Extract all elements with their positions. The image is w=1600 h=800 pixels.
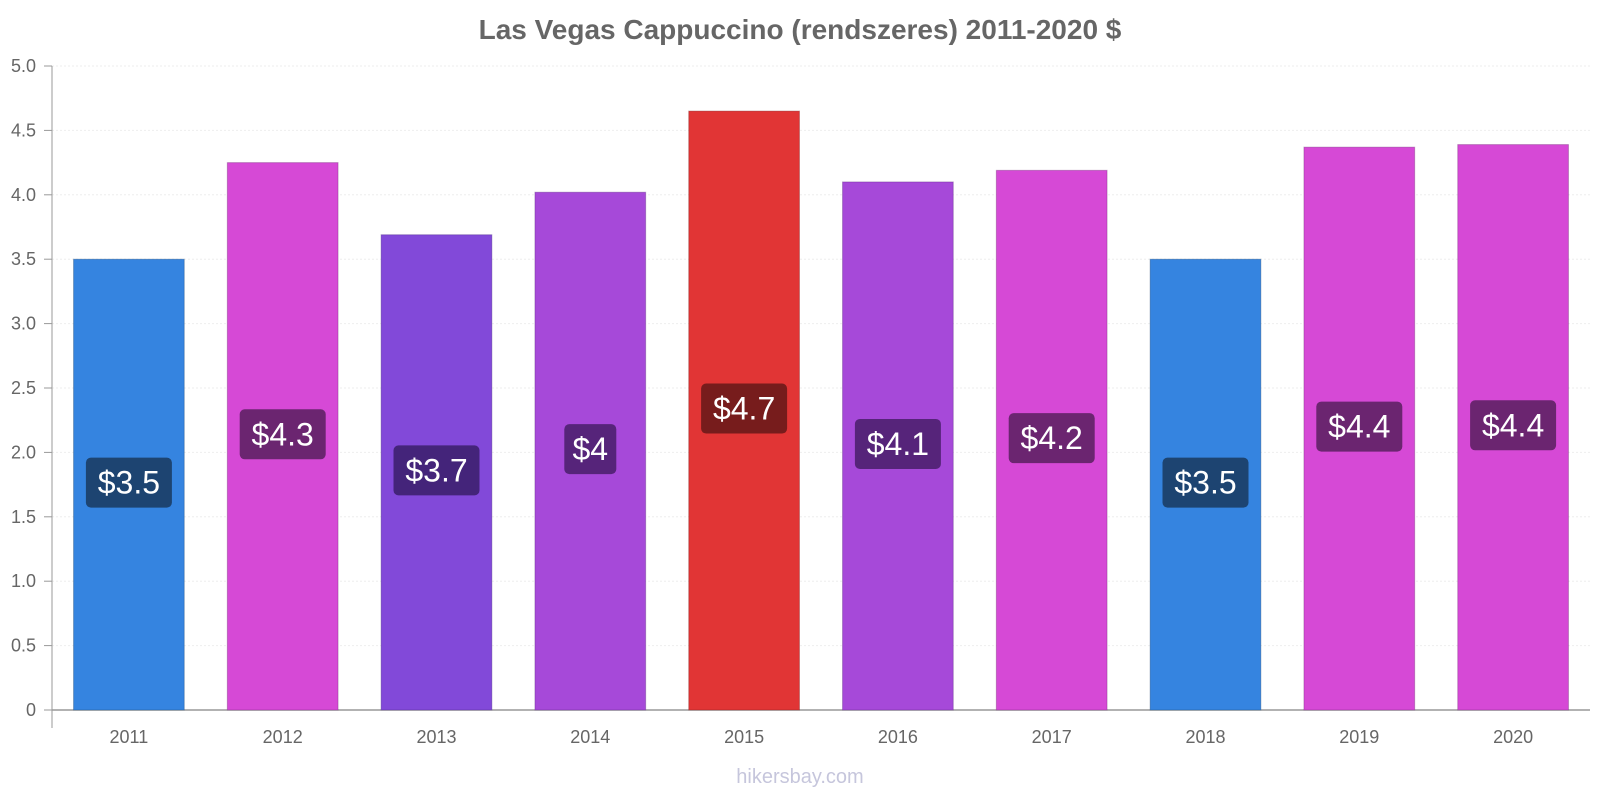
data-label: $3.5 (98, 465, 160, 501)
y-tick-label: 3.5 (11, 249, 36, 269)
y-tick-label: 4.5 (11, 120, 36, 140)
data-label-box (854, 418, 941, 469)
data-label-box (393, 445, 480, 496)
data-label: $3.7 (405, 452, 467, 488)
x-tick-label: 2018 (1185, 727, 1225, 747)
y-tick-label: 2.5 (11, 378, 36, 398)
y-tick-label: 0 (26, 700, 36, 720)
x-tick-label: 2012 (263, 727, 303, 747)
data-label: $4.1 (867, 426, 929, 462)
data-label-box (1316, 401, 1403, 452)
data-label: $4.4 (1328, 409, 1390, 445)
y-tick-label: 3.0 (11, 314, 36, 334)
x-tick-label: 2016 (878, 727, 918, 747)
data-label-box (239, 409, 326, 460)
data-label-box (1470, 400, 1557, 451)
data-label: $4.3 (252, 416, 314, 452)
data-label-box (85, 457, 172, 508)
x-tick-label: 2015 (724, 727, 764, 747)
watermark: hikersbay.com (736, 766, 864, 788)
y-tick-label: 5.0 (11, 56, 36, 76)
data-label-box (701, 383, 788, 434)
data-label: $4.4 (1482, 407, 1544, 443)
data-label: $4.7 (713, 391, 775, 427)
y-tick-label: 4.0 (11, 185, 36, 205)
y-tick-label: 1.5 (11, 507, 36, 527)
x-tick-label: 2014 (570, 727, 610, 747)
x-tick-label: 2019 (1339, 727, 1379, 747)
data-label-box (1162, 457, 1249, 508)
x-tick-label: 2017 (1032, 727, 1072, 747)
y-tick-label: 2.0 (11, 442, 36, 462)
data-label: $3.5 (1174, 465, 1236, 501)
x-tick-label: 2011 (110, 727, 149, 747)
y-tick-label: 1.0 (11, 571, 36, 591)
x-tick-label: 2013 (416, 727, 456, 747)
data-label: $4 (573, 431, 609, 467)
data-label-box (564, 424, 617, 475)
x-tick-label: 2020 (1493, 727, 1533, 747)
data-label: $4.2 (1021, 420, 1083, 456)
chart-title: Las Vegas Cappuccino (rendszeres) 2011-2… (478, 14, 1122, 45)
data-label-box (1008, 413, 1095, 464)
y-tick-label: 0.5 (11, 636, 36, 656)
